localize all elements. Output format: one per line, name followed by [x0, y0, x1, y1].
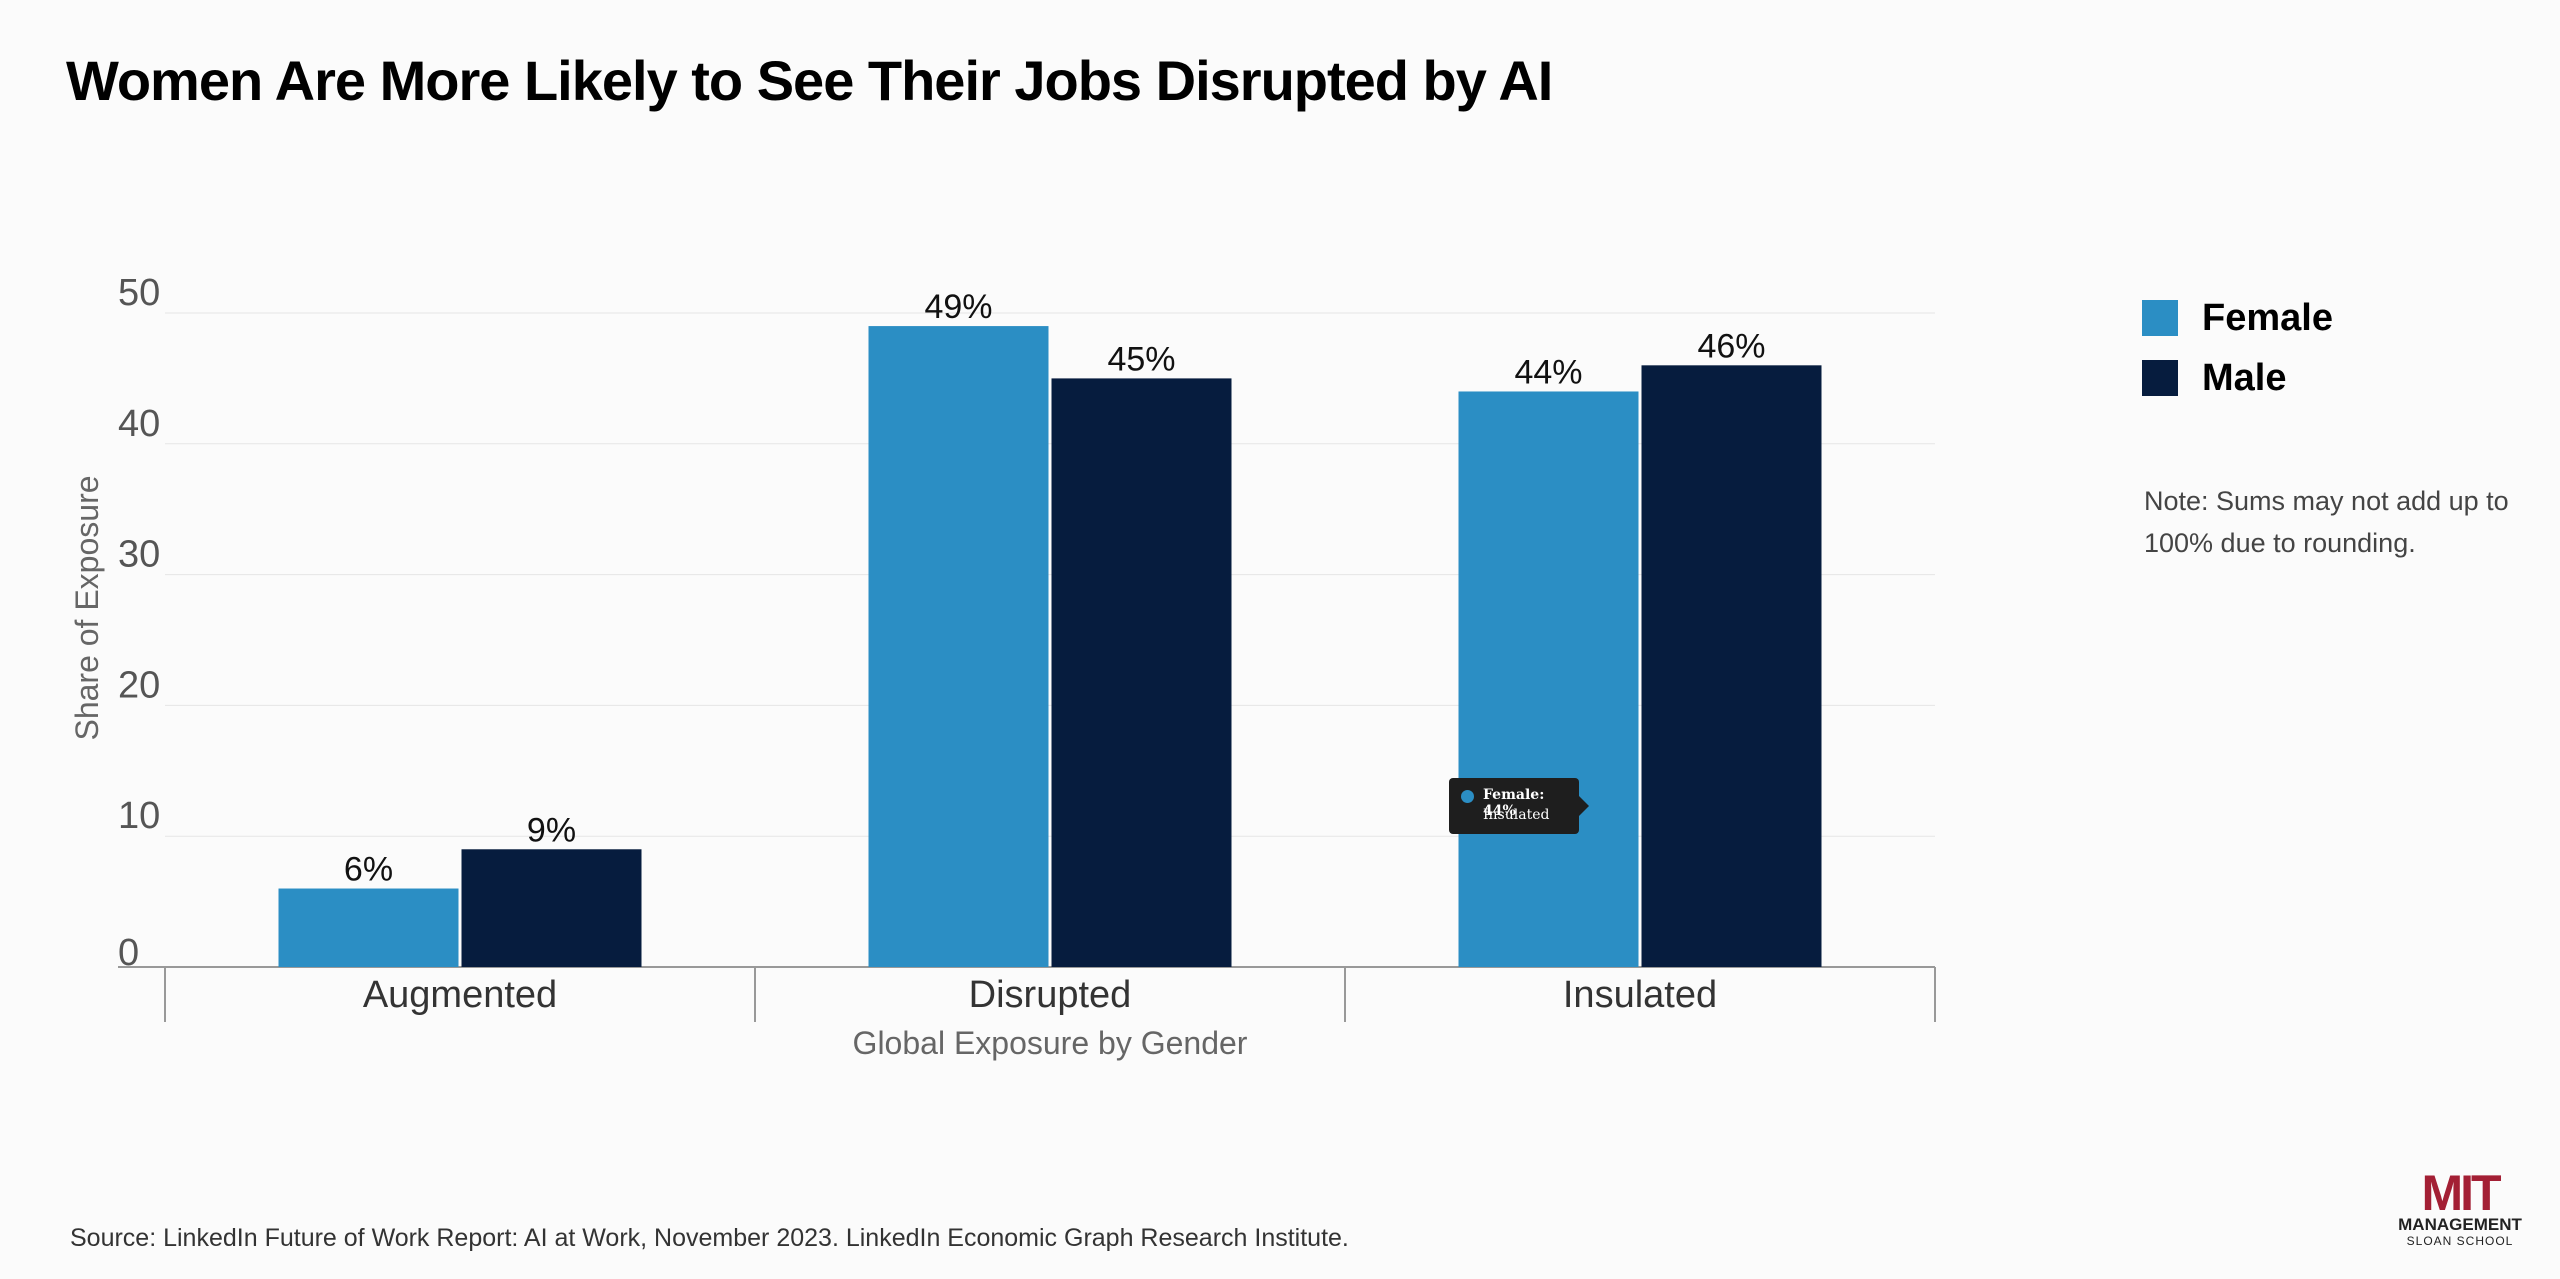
y-tick-label: 0 [118, 932, 139, 974]
x-tick-label: Insulated [1563, 974, 1717, 1016]
data-label: 46% [1697, 327, 1765, 365]
bar-male-augmented [461, 849, 642, 967]
bar-tooltip: Female: 44% Insulated [1449, 778, 1589, 834]
legend-label-male: Male [2202, 356, 2287, 399]
logo-management-text: MANAGEMENT [2398, 1215, 2522, 1234]
data-label: 9% [527, 811, 576, 849]
chart-title: Women Are More Likely to See Their Jobs … [66, 49, 1553, 112]
chart-note: Note: Sums may not add up to 100% due to… [2144, 486, 2509, 558]
bar-male-disrupted [1051, 378, 1232, 967]
source-note: Source: LinkedIn Future of Work Report: … [70, 1224, 1349, 1252]
mit-sloan-logo: MIT MANAGEMENT SLOAN SCHOOL [2390, 1165, 2530, 1248]
tooltip-value: Female: 44% [1483, 787, 1545, 819]
bar-female-insulated [1458, 391, 1639, 968]
legend-item-male[interactable]: Male [2142, 348, 2333, 408]
y-tick-label: 50 [118, 272, 160, 314]
y-axis-title: Share of Exposure [69, 475, 105, 740]
legend-label-female: Female [2202, 296, 2333, 339]
tooltip-series-dot [1461, 790, 1474, 803]
y-tick-label: 40 [118, 403, 160, 445]
y-tick-label: 10 [118, 795, 160, 837]
legend-swatch-male [2142, 360, 2178, 396]
y-tick-label: 30 [118, 534, 160, 576]
x-tick-label: Disrupted [969, 974, 1132, 1016]
data-label: 44% [1514, 353, 1582, 391]
logo-sloan-text: SLOAN SCHOOL [2406, 1234, 2514, 1248]
bar-female-augmented [278, 888, 459, 967]
x-axis-title: Global Exposure by Gender [853, 1025, 1248, 1061]
legend: Female Male [2142, 288, 2333, 408]
data-label: 49% [924, 288, 992, 326]
legend-item-female[interactable]: Female [2142, 288, 2333, 348]
tooltip-category: Insulated [1483, 807, 1550, 823]
data-label: 45% [1107, 340, 1175, 378]
data-label: 6% [344, 851, 393, 889]
bar-female-disrupted [868, 326, 1049, 968]
legend-swatch-female [2142, 300, 2178, 336]
y-tick-label: 20 [118, 664, 160, 706]
x-tick-label: Augmented [363, 974, 557, 1016]
logo-mit-text: MIT [2421, 1165, 2501, 1221]
bar-male-insulated [1641, 365, 1822, 967]
